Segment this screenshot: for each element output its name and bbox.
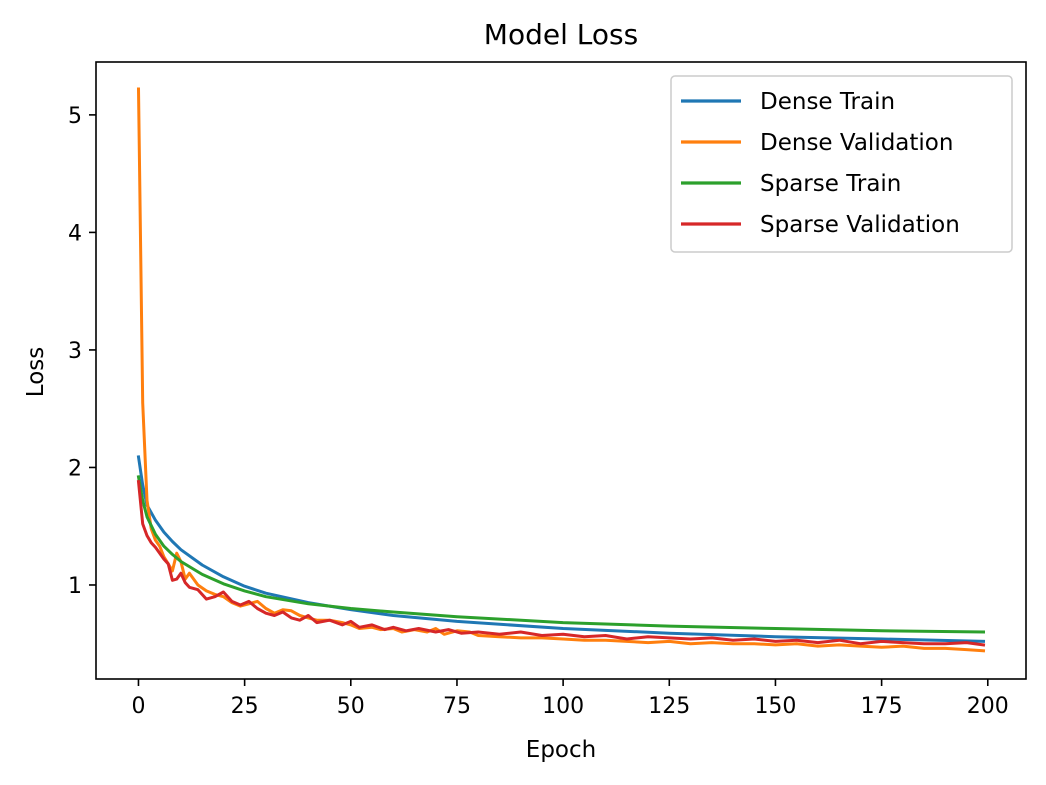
- plot-frame: [95, 61, 1027, 680]
- legend-label-sparse-validation: Sparse Validation: [760, 212, 960, 238]
- legend-label-dense-validation: Dense Validation: [760, 130, 953, 156]
- x-tick-label: 175: [861, 694, 903, 719]
- y-tick-label: 5: [68, 104, 82, 129]
- plot-lines: [136, 87, 986, 653]
- x-axis-label: Epoch: [526, 737, 596, 763]
- series-line-sparse-validation: [136, 479, 986, 647]
- y-tick-label: 3: [68, 339, 82, 364]
- legend-item-sparse-validation: Sparse Validation: [681, 212, 960, 238]
- legend-box: [670, 75, 1013, 253]
- chart-title: Model Loss: [484, 18, 638, 51]
- x-tick-label: 50: [337, 694, 365, 719]
- x-tick-label: 150: [754, 694, 796, 719]
- legend-item-dense-train: Dense Train: [681, 89, 895, 115]
- x-tick-label: 0: [131, 694, 145, 719]
- y-axis: 1 2 3 4 5: [68, 104, 96, 599]
- legend: Dense Train Dense Validation Sparse Trai…: [670, 75, 1013, 253]
- y-axis-label: Loss: [23, 347, 49, 397]
- series-line-sparse-train: [136, 475, 986, 634]
- x-tick-label: 75: [443, 694, 471, 719]
- x-axis: 0 25 50 75 100 125 150 175 200: [131, 679, 1009, 719]
- x-tick-label: 200: [967, 694, 1009, 719]
- y-tick-label: 1: [68, 574, 82, 599]
- legend-item-dense-validation: Dense Validation: [681, 130, 953, 156]
- x-tick-label: 100: [542, 694, 584, 719]
- x-tick-label: 25: [231, 694, 259, 719]
- series-line-dense-train: [136, 455, 986, 643]
- legend-label-dense-train: Dense Train: [760, 89, 895, 115]
- legend-item-sparse-train: Sparse Train: [681, 171, 901, 197]
- y-tick-label: 2: [68, 456, 82, 481]
- y-tick-label: 4: [68, 221, 82, 246]
- x-tick-label: 125: [648, 694, 690, 719]
- legend-label-sparse-train: Sparse Train: [760, 171, 901, 197]
